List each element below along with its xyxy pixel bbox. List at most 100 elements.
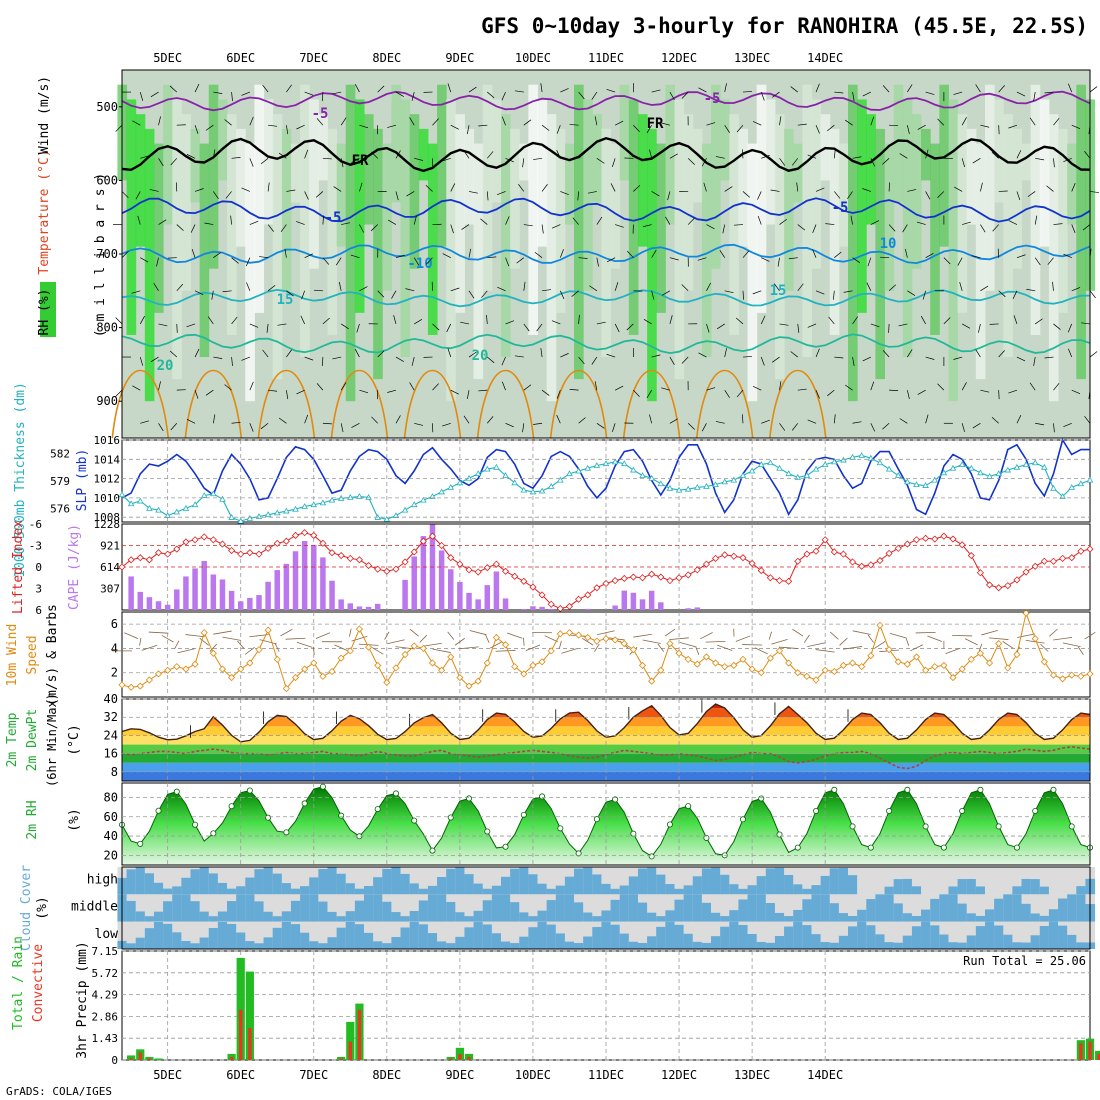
slp-thickness-panel: 101610141012101010085825795761000-500mb … [13, 382, 1094, 578]
rh-line [121, 786, 1091, 858]
wind-barb [135, 191, 141, 200]
wind-barb [169, 350, 178, 358]
cape-bar [301, 541, 308, 610]
wind-speed-marker [154, 670, 163, 678]
wind-barb [350, 254, 360, 259]
rh-marker [685, 803, 692, 810]
upper-air-frame [121, 69, 1091, 439]
wind-barb [560, 290, 565, 300]
surface-wind-barb [594, 643, 600, 652]
cloud-clear-cell [683, 867, 694, 895]
wind-barb [902, 224, 908, 233]
lifted-index-marker [931, 535, 939, 543]
cloud-cell [1003, 934, 1013, 949]
lifted-index-marker [438, 541, 446, 550]
cloud-cell [473, 910, 484, 922]
cape-bar [612, 605, 618, 610]
cloud-cell [500, 876, 511, 895]
precip-convective-bar [1088, 1041, 1092, 1060]
cloud-cell [793, 884, 803, 895]
rh-column [784, 128, 794, 291]
wind-barb [301, 290, 305, 300]
surface-wind-barb [829, 631, 839, 640]
cloud-clear-cell [957, 921, 968, 949]
precip-convective-bar [467, 1056, 471, 1060]
wind-barb [115, 317, 123, 325]
wind-barb [313, 289, 323, 292]
cloud-cell [354, 924, 365, 949]
wind-barb [790, 351, 798, 358]
cloud-cell [427, 933, 438, 949]
wind-speed-marker [721, 663, 729, 671]
cloud-cell [984, 921, 995, 949]
wind-barb [194, 125, 199, 134]
wind-speed-marker [282, 684, 290, 693]
cloud-cell [336, 873, 347, 895]
wind-speed-marker [511, 663, 519, 671]
rh-column [163, 84, 173, 225]
cloud-cell [537, 921, 548, 949]
wind-barb [516, 257, 525, 264]
wind-barb [370, 224, 378, 232]
cloud-cell [656, 874, 666, 895]
date-tick-bottom: 7DEC [299, 1068, 328, 1082]
rh-column [1048, 114, 1059, 402]
cloud-cell [829, 903, 840, 922]
wind-barb [742, 290, 744, 300]
thickness-marker [949, 464, 957, 471]
wind-barb [610, 183, 616, 192]
wind-barb [268, 124, 278, 127]
rh-marker [338, 812, 345, 819]
rh-tick: 80 [104, 790, 118, 804]
surface-wind-barb [139, 637, 142, 646]
cloud-cell [473, 921, 484, 949]
wind-barb [992, 224, 999, 232]
cloud-clear-cell [966, 894, 977, 922]
wind-barb [797, 123, 807, 126]
wind-barb [212, 414, 216, 424]
wind-barb [807, 323, 817, 328]
thickness-marker [785, 470, 792, 477]
wind-barb [213, 191, 219, 200]
wind-barb [790, 86, 798, 93]
wind-barb [1008, 124, 1018, 129]
wind-barb [972, 422, 981, 429]
surface-wind-barb [815, 649, 835, 653]
wind-speed-marker [803, 672, 811, 680]
wind-barb [1044, 91, 1054, 94]
thickness-marker [438, 488, 445, 495]
rh-column [984, 84, 995, 291]
cloud-clear-cell [665, 867, 675, 895]
thickness-marker [821, 461, 829, 467]
lifted-index-marker [474, 568, 482, 576]
wind-speed-marker [867, 652, 875, 660]
wind-barb [797, 224, 806, 231]
cloud-cell [519, 912, 529, 922]
rh-marker [557, 825, 564, 832]
wind-barb [867, 257, 872, 267]
wind-barb [395, 356, 404, 362]
wind-barb [1029, 117, 1036, 126]
wind-barb [907, 290, 916, 296]
thickness-marker [803, 472, 811, 478]
cloud-clear-cell [409, 894, 420, 922]
date-tick-bottom: 9DEC [445, 1068, 474, 1082]
wind-barb [213, 252, 221, 258]
thickness-marker [127, 500, 135, 507]
thickness-marker [520, 486, 528, 493]
rh-column [774, 114, 785, 380]
wind-barb [523, 119, 532, 126]
rh-column [765, 99, 776, 225]
rh-column [245, 143, 255, 402]
cloud-clear-cell [774, 894, 785, 922]
wind-barb [377, 290, 385, 298]
cloud-clear-cell [975, 867, 986, 895]
wind-barb [321, 357, 324, 367]
cloud-cell [619, 894, 630, 922]
li-tick: 0 [35, 561, 42, 574]
wind-barb [669, 418, 678, 424]
cloud-cell [921, 909, 931, 922]
ylabel-temperature: Temperature (°C) [37, 149, 52, 274]
thickness-marker [191, 501, 199, 508]
